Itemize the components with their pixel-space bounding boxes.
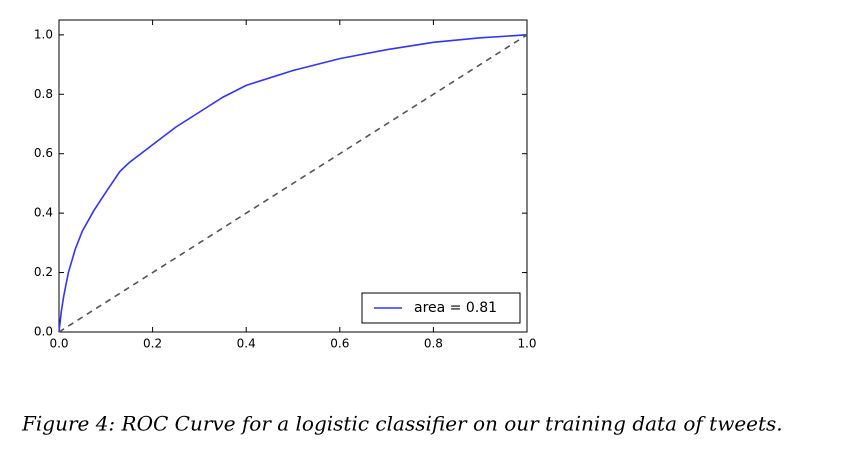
y-tick-label: 0.8 xyxy=(34,87,53,101)
x-tick-label: 1.0 xyxy=(517,337,536,351)
x-tick-label: 0.0 xyxy=(49,337,68,351)
series-line xyxy=(58,34,528,333)
x-tick-label: 0.2 xyxy=(143,337,162,351)
y-tick-label: 1.0 xyxy=(34,27,53,41)
caption: Figure 4: ROC Curve for a logistic class… xyxy=(21,412,783,436)
plot-frame xyxy=(58,19,528,333)
series-line xyxy=(58,34,528,333)
x-tick-label: 0.6 xyxy=(330,337,349,351)
y-tick-label: 0.0 xyxy=(34,325,53,339)
y-tick-label: 0.2 xyxy=(34,265,53,279)
y-tick-label: 0.6 xyxy=(34,146,53,160)
y-tick-label: 0.4 xyxy=(34,206,53,220)
legend-label: area = 0.81 xyxy=(414,300,497,316)
x-tick-label: 0.4 xyxy=(237,337,256,351)
x-tick-label: 0.8 xyxy=(424,337,443,351)
